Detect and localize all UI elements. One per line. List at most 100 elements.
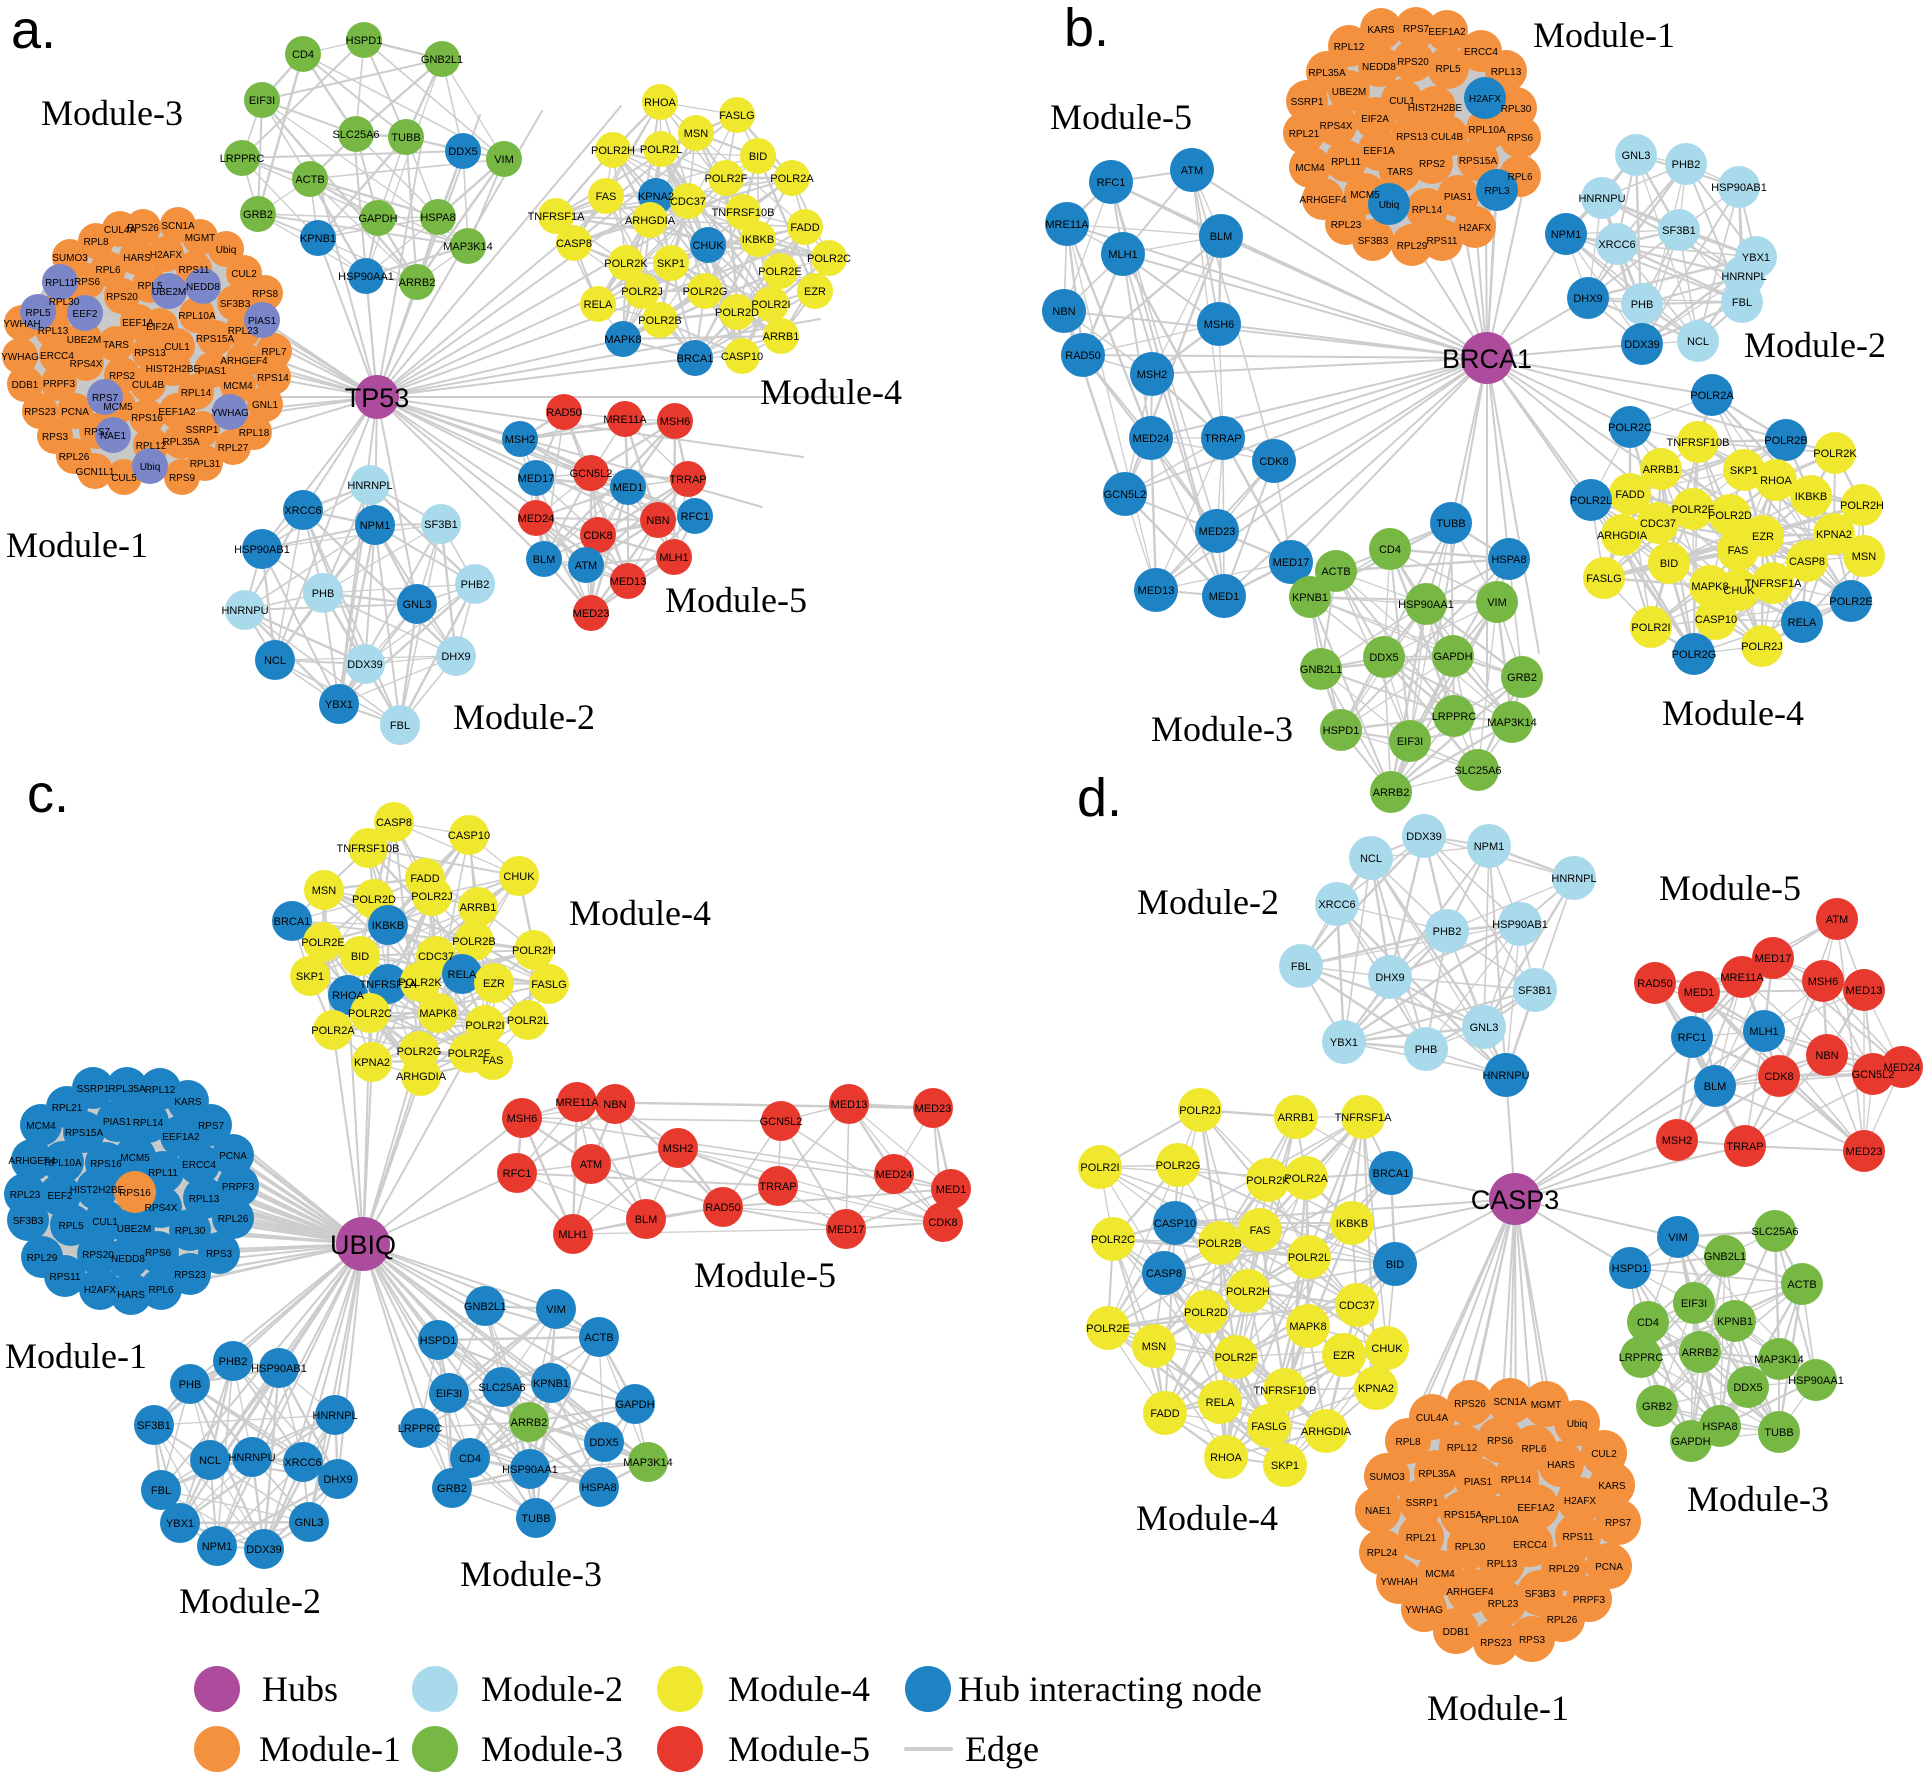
svg-text:TP53: TP53 [345, 383, 410, 413]
svg-text:KPNB1: KPNB1 [1717, 1316, 1753, 1328]
svg-text:ERCC4: ERCC4 [40, 351, 74, 362]
svg-text:HIST2H2BE: HIST2H2BE [1408, 103, 1463, 114]
svg-text:MCM5: MCM5 [1350, 190, 1380, 201]
svg-text:RPL12: RPL12 [1447, 1443, 1478, 1454]
svg-text:SSRP1: SSRP1 [1291, 97, 1324, 108]
svg-text:MGMT: MGMT [185, 233, 216, 244]
svg-text:SF3B3: SF3B3 [1525, 1589, 1556, 1600]
svg-text:KPNB1: KPNB1 [1292, 592, 1328, 604]
svg-text:POLR2G: POLR2G [397, 1046, 442, 1058]
svg-text:DDX39: DDX39 [1406, 831, 1441, 843]
svg-text:RPS23: RPS23 [1480, 1638, 1512, 1649]
svg-text:PHB: PHB [312, 588, 335, 600]
svg-text:RPL8: RPL8 [1395, 1437, 1420, 1448]
svg-text:RPL10A: RPL10A [178, 311, 216, 322]
svg-text:VIM: VIM [1487, 597, 1507, 609]
svg-text:MLH1: MLH1 [558, 1229, 587, 1241]
svg-text:HSP90AB1: HSP90AB1 [1492, 919, 1548, 931]
svg-text:CHUK: CHUK [503, 871, 535, 883]
svg-text:Module-2: Module-2 [453, 697, 595, 737]
svg-text:MSH6: MSH6 [507, 1113, 538, 1125]
svg-text:CUL2: CUL2 [1591, 1449, 1617, 1460]
svg-text:RPS11: RPS11 [1563, 1532, 1594, 1543]
svg-text:ARHGDIA: ARHGDIA [1301, 1426, 1352, 1438]
svg-text:MSN: MSN [312, 885, 337, 897]
svg-text:CHUK: CHUK [692, 240, 724, 252]
svg-text:CASP8: CASP8 [1146, 1268, 1182, 1280]
svg-text:CUL4B: CUL4B [1431, 132, 1464, 143]
svg-text:Module-2: Module-2 [179, 1581, 321, 1621]
svg-text:GCN5L2: GCN5L2 [760, 1116, 803, 1128]
svg-text:GNL1: GNL1 [252, 400, 279, 411]
svg-text:NCL: NCL [1360, 853, 1382, 865]
svg-text:GAPDH: GAPDH [1433, 651, 1472, 663]
svg-text:MED1: MED1 [1209, 591, 1240, 603]
svg-text:DDX5: DDX5 [448, 146, 477, 158]
svg-text:POLR2F: POLR2F [448, 1048, 491, 1060]
svg-text:GRB2: GRB2 [1642, 1401, 1672, 1413]
svg-text:NAE1: NAE1 [1365, 1506, 1392, 1517]
svg-text:FASLG: FASLG [719, 110, 754, 122]
svg-text:CDC37: CDC37 [1339, 1300, 1375, 1312]
svg-text:YWHAH: YWHAH [1380, 1577, 1417, 1588]
svg-text:Hubs: Hubs [262, 1669, 338, 1709]
svg-text:PCNA: PCNA [1595, 1562, 1623, 1573]
svg-text:Ubiq: Ubiq [1379, 200, 1400, 211]
svg-text:RPS3: RPS3 [42, 432, 69, 443]
svg-text:RPL26: RPL26 [1547, 1615, 1578, 1626]
svg-text:CHUK: CHUK [1371, 1343, 1403, 1355]
svg-text:MAPK8: MAPK8 [604, 334, 641, 346]
svg-text:POLR2E: POLR2E [1086, 1323, 1129, 1335]
svg-text:POLR2K: POLR2K [604, 258, 648, 270]
svg-text:RPL35A: RPL35A [108, 1084, 146, 1095]
svg-text:RPS15A: RPS15A [1444, 1510, 1483, 1521]
svg-text:PHB: PHB [1631, 299, 1654, 311]
svg-text:SF3B1: SF3B1 [424, 519, 458, 531]
svg-text:RPS20: RPS20 [106, 292, 138, 303]
svg-text:CUL4A: CUL4A [104, 225, 137, 236]
svg-text:NCL: NCL [199, 1455, 221, 1467]
svg-text:Ubiq: Ubiq [140, 462, 161, 473]
svg-text:HSPD1: HSPD1 [420, 1335, 457, 1347]
svg-text:CASP3: CASP3 [1471, 1185, 1560, 1215]
svg-text:RHOA: RHOA [644, 97, 676, 109]
svg-text:IKBKB: IKBKB [1336, 1218, 1368, 1230]
svg-text:CASP10: CASP10 [1695, 614, 1737, 626]
svg-text:POLR2E: POLR2E [1829, 596, 1872, 608]
svg-text:DDB1: DDB1 [1443, 1627, 1470, 1638]
svg-text:CUL4B: CUL4B [132, 380, 165, 391]
svg-text:SKP1: SKP1 [1271, 1460, 1299, 1472]
svg-text:CASP10: CASP10 [721, 351, 763, 363]
svg-text:Edge: Edge [965, 1729, 1039, 1769]
svg-text:VIM: VIM [546, 1304, 566, 1316]
svg-text:RPL26: RPL26 [218, 1214, 249, 1225]
svg-text:TARS: TARS [1387, 167, 1413, 178]
svg-text:POLR2B: POLR2B [452, 936, 495, 948]
svg-text:Module-4: Module-4 [1662, 693, 1804, 733]
svg-text:RPS13: RPS13 [1396, 132, 1428, 143]
svg-text:SCN1A: SCN1A [161, 221, 195, 232]
svg-text:GAPDH: GAPDH [358, 213, 397, 225]
svg-text:MED23: MED23 [573, 608, 610, 620]
svg-text:RPS7: RPS7 [1605, 1518, 1632, 1529]
svg-text:Module-2: Module-2 [1744, 325, 1886, 365]
svg-text:POLR2H: POLR2H [1840, 500, 1884, 512]
svg-text:RPS16: RPS16 [90, 1159, 122, 1170]
svg-text:RPS4X: RPS4X [145, 1203, 178, 1214]
svg-text:GCN1L1: GCN1L1 [76, 467, 115, 478]
svg-text:RPL21: RPL21 [1406, 1533, 1437, 1544]
svg-text:YWHAG: YWHAG [1, 352, 39, 363]
svg-text:RPL11: RPL11 [1331, 157, 1361, 168]
svg-text:BRCA1: BRCA1 [1442, 344, 1532, 374]
svg-text:BRCA1: BRCA1 [1373, 1168, 1410, 1180]
svg-text:DDX5: DDX5 [1369, 652, 1398, 664]
svg-text:RPS16: RPS16 [131, 413, 163, 424]
svg-text:RPS13: RPS13 [134, 348, 166, 359]
svg-text:ACTB: ACTB [1321, 566, 1350, 578]
svg-text:RPS11: RPS11 [179, 265, 210, 276]
svg-text:POLR2A: POLR2A [311, 1025, 355, 1037]
svg-text:MED24: MED24 [1884, 1062, 1921, 1074]
svg-text:POLR2I: POLR2I [465, 1020, 504, 1032]
svg-text:MCM5: MCM5 [120, 1153, 150, 1164]
svg-text:TNFRSF1A: TNFRSF1A [360, 979, 418, 991]
